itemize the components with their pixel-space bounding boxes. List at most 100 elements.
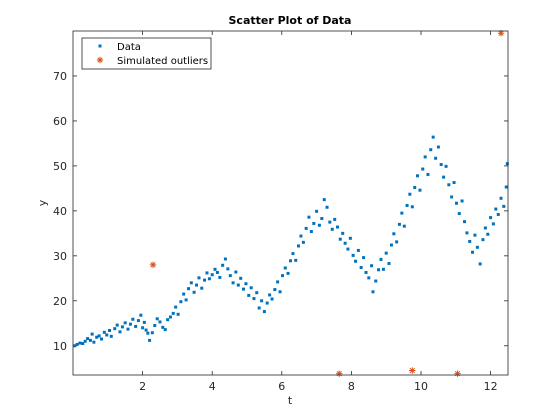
data-point	[454, 201, 458, 205]
data-point	[144, 328, 148, 332]
data-point	[187, 287, 191, 291]
data-point	[473, 233, 477, 237]
data-point	[215, 270, 219, 274]
data-point	[278, 290, 282, 294]
data-point	[247, 293, 251, 297]
data-point	[307, 215, 311, 219]
data-point	[163, 328, 167, 332]
data-point	[439, 163, 443, 167]
data-point	[115, 323, 119, 327]
data-point	[374, 279, 378, 283]
outlier-point	[454, 370, 461, 377]
data-point	[249, 286, 253, 290]
data-point	[213, 267, 217, 271]
data-point	[460, 199, 464, 203]
data-point	[359, 266, 363, 270]
data-point	[155, 317, 159, 321]
data-point	[205, 271, 209, 275]
data-point	[502, 204, 506, 208]
data-point	[239, 276, 243, 280]
data-point	[182, 292, 186, 296]
data-point	[166, 318, 170, 322]
x-tick-label: 2	[139, 380, 146, 393]
data-point	[223, 257, 227, 261]
data-point	[341, 231, 345, 235]
y-tick-label: 50	[53, 160, 67, 173]
data-point	[413, 185, 417, 189]
data-point	[148, 338, 152, 342]
data-point	[486, 232, 490, 236]
data-point	[81, 342, 85, 346]
data-point	[348, 236, 352, 240]
data-point	[367, 276, 371, 280]
data-point	[262, 310, 266, 314]
data-point	[100, 337, 104, 341]
data-point	[343, 241, 347, 245]
data-point	[105, 333, 109, 337]
y-tick-label: 10	[53, 340, 67, 353]
data-point	[384, 251, 388, 255]
data-point	[150, 331, 154, 335]
data-point	[90, 332, 94, 336]
data-point	[504, 185, 508, 189]
data-point	[392, 232, 396, 236]
data-point	[260, 299, 264, 303]
data-point	[231, 281, 235, 285]
data-point	[276, 280, 280, 284]
data-point	[109, 334, 113, 338]
data-point	[189, 281, 193, 285]
data-point	[184, 298, 188, 302]
data-point	[320, 217, 324, 221]
data-point	[118, 330, 122, 334]
data-point	[153, 324, 157, 328]
outlier-point	[409, 367, 416, 374]
data-point	[463, 220, 466, 224]
data-point	[338, 237, 342, 241]
data-point	[95, 335, 99, 339]
data-point	[131, 317, 135, 321]
data-point	[362, 256, 366, 260]
data-point	[210, 273, 214, 277]
data-point	[379, 257, 383, 261]
data-point	[436, 145, 440, 149]
data-point	[283, 266, 287, 270]
data-point	[429, 148, 433, 152]
legend-label: Data	[117, 42, 141, 53]
y-tick-label: 60	[53, 115, 67, 128]
x-axis-label: t	[288, 394, 293, 407]
outlier-point	[149, 261, 157, 269]
data-point	[478, 262, 482, 266]
legend-box	[81, 37, 212, 70]
data-point	[280, 274, 284, 278]
data-point	[108, 328, 112, 332]
legend-marker	[98, 44, 102, 48]
data-point	[142, 320, 146, 324]
data-point	[102, 330, 106, 334]
data-point	[123, 321, 127, 325]
legend-entries: Data Simulated outliers	[96, 42, 208, 67]
data-point	[257, 306, 261, 310]
outlier-point	[336, 370, 343, 377]
data-point	[400, 211, 404, 215]
data-point	[370, 264, 374, 268]
y-tick-label: 20	[53, 295, 67, 308]
data-point	[228, 274, 232, 278]
data-point	[197, 276, 201, 280]
data-point	[489, 216, 493, 220]
data-point	[330, 227, 334, 231]
data-point	[402, 224, 406, 228]
data-point	[483, 226, 487, 230]
data-point	[97, 334, 101, 338]
data-point	[434, 156, 438, 160]
data-point	[505, 162, 509, 166]
data-point	[255, 291, 259, 295]
data-point	[134, 324, 138, 328]
data-point	[200, 286, 204, 290]
data-point	[75, 342, 79, 346]
y-tick-label: 40	[53, 205, 67, 218]
data-point	[452, 181, 456, 185]
data-point	[86, 337, 90, 341]
data-point	[494, 207, 498, 211]
data-point	[328, 220, 332, 224]
